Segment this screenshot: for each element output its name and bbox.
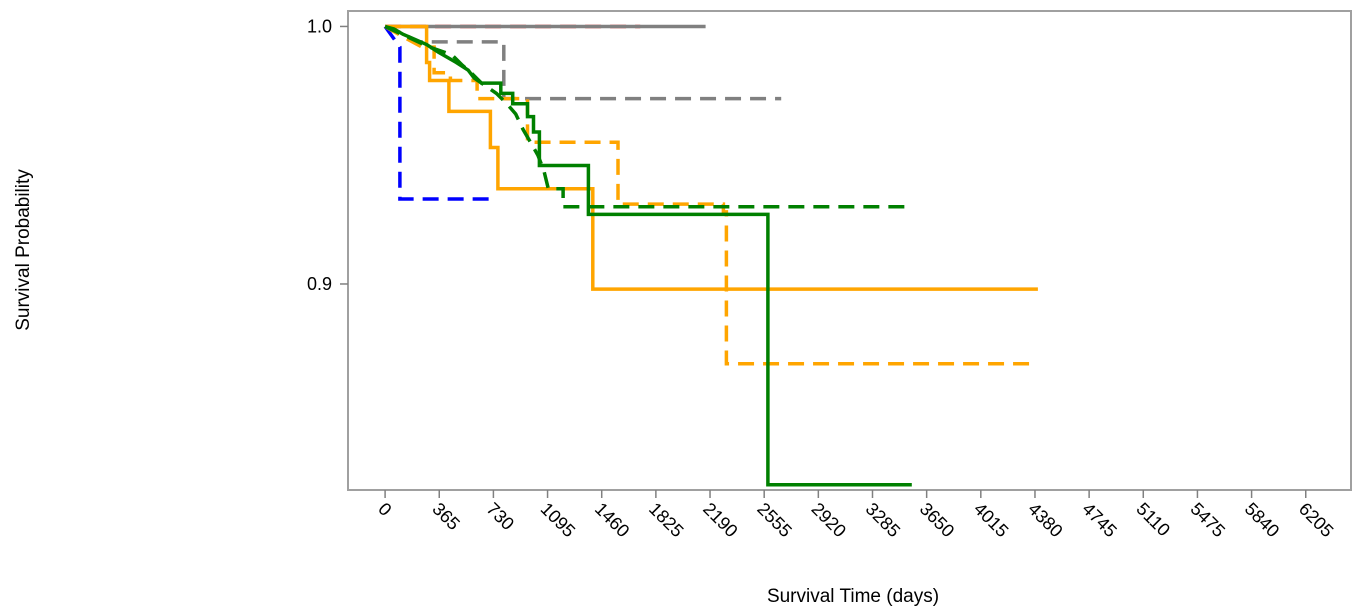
series-layer xyxy=(383,24,1038,487)
plot-frame xyxy=(347,10,1352,491)
x-tick-label: 730 xyxy=(483,499,518,534)
x-tick-label: 1825 xyxy=(645,499,687,541)
x-tick-label: 4745 xyxy=(1078,499,1120,541)
x-tick-label: 365 xyxy=(428,499,463,534)
x-tick-label: 3285 xyxy=(862,499,904,541)
x-tick-label: 2555 xyxy=(753,499,795,541)
survival-curve-6 xyxy=(384,24,1038,366)
x-tick-label: 4380 xyxy=(1024,499,1066,541)
y-axis: 0.9 1.0 xyxy=(307,16,348,294)
survival-curve-5 xyxy=(385,24,1038,291)
x-tick-label: 4015 xyxy=(970,499,1012,541)
x-tick-label: 5110 xyxy=(1132,499,1174,541)
x-tick-label: 2190 xyxy=(699,499,741,541)
x-tick-label: 0 xyxy=(374,499,395,520)
x-tick-label: 5840 xyxy=(1241,499,1283,541)
x-tick-label: 1460 xyxy=(591,499,633,541)
survival-curve-4 xyxy=(383,25,489,201)
y-tick-label: 1.0 xyxy=(307,16,332,36)
survival-curve-8 xyxy=(384,24,912,487)
x-axis-title: Survival Time (days) xyxy=(767,586,939,607)
x-tick-label: 6205 xyxy=(1295,499,1337,541)
x-axis: 0 365 730 1095 1460 1825 2190 2555 2920 3285 3650 4… xyxy=(374,490,1337,541)
x-tick-label: 3650 xyxy=(916,499,958,541)
x-tick-label: 2920 xyxy=(808,499,850,541)
x-tick-label: 5475 xyxy=(1187,499,1229,541)
x-tick-label: 1095 xyxy=(537,499,579,541)
y-tick-label: 0.9 xyxy=(307,274,332,294)
survival-curve-7 xyxy=(384,24,914,209)
survival-curve-3 xyxy=(384,24,782,101)
y-axis-title: Survival Probability xyxy=(13,169,34,331)
